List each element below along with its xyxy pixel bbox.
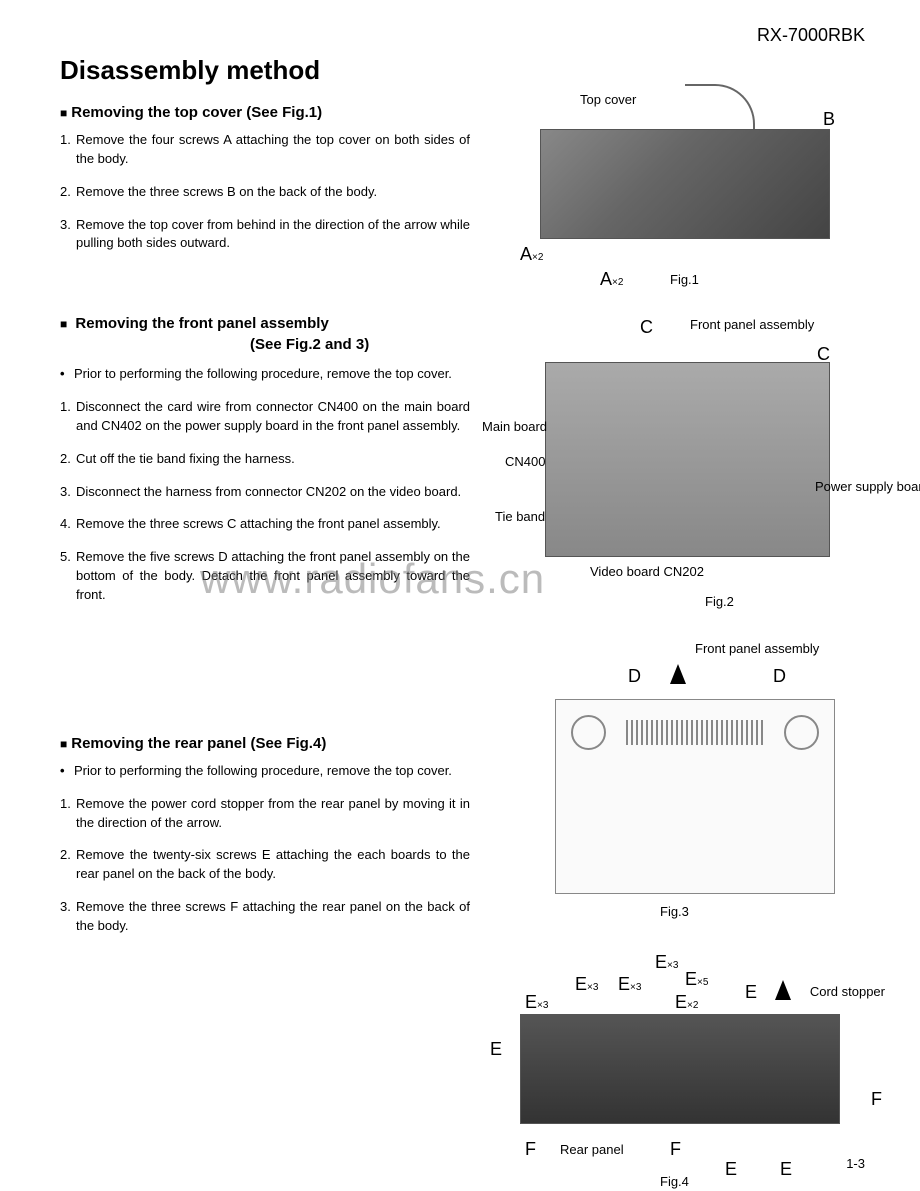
callout-front-panel-2: Front panel assembly — [690, 317, 814, 332]
callout-D2: D — [773, 666, 786, 687]
step: Remove the five screws D attaching the f… — [60, 548, 470, 605]
section-title-1: Removing the top cover (See Fig.1) — [60, 104, 470, 121]
callout-Ax2-1: A×2 — [520, 244, 543, 265]
callout-E-top: E — [745, 982, 757, 1003]
callout-cord-stopper: Cord stopper — [810, 984, 885, 999]
arrow-up-icon — [670, 664, 686, 684]
callout-F-right: F — [871, 1089, 882, 1110]
callout-D1: D — [628, 666, 641, 687]
note-2: Prior to performing the following proced… — [74, 365, 470, 384]
section-top-cover: Removing the top cover (See Fig.1) Remov… — [60, 104, 470, 253]
section-title-3: Removing the rear panel (See Fig.4) — [60, 735, 470, 752]
callout-Ex2: E×2 — [675, 992, 698, 1013]
section-title-2-main: Removing the front panel assembly — [75, 315, 328, 332]
fig1-label: Fig.1 — [670, 272, 699, 287]
page-title: Disassembly method — [60, 55, 870, 86]
fig2-label: Fig.2 — [705, 594, 734, 609]
callout-E-left: E — [490, 1039, 502, 1060]
steps-list-2: Disconnect the card wire from connector … — [60, 398, 470, 605]
step: Remove the top cover from behind in the … — [60, 216, 470, 254]
section-rear-panel: Removing the rear panel (See Fig.4) Prio… — [60, 735, 470, 936]
section-title-2-sub: (See Fig.2 and 3) — [60, 334, 369, 355]
arrow-up-icon-2 — [775, 980, 791, 1000]
callout-B: B — [823, 109, 835, 130]
figure-3-diagram — [555, 699, 835, 894]
steps-list-3: Remove the power cord stopper from the r… — [60, 795, 470, 936]
step: Cut off the tie band fixing the harness. — [60, 450, 470, 469]
callout-rear-panel: Rear panel — [560, 1142, 624, 1157]
callout-Ex3-top: E×3 — [655, 952, 678, 973]
figure-1-photo — [540, 129, 830, 239]
step: Remove the three screws C attaching the … — [60, 515, 470, 534]
callout-video-board: Video board CN202 — [590, 564, 680, 580]
section-title-2: Removing the front panel assembly (See F… — [60, 313, 470, 355]
callout-Ex3-c: E×3 — [525, 992, 548, 1013]
step: Remove the three screws B on the back of… — [60, 183, 470, 202]
callout-main-board: Main board — [482, 419, 547, 434]
callout-Ex3-a: E×3 — [575, 974, 598, 995]
lift-arrow-icon — [685, 84, 755, 134]
step: Disconnect the harness from connector CN… — [60, 483, 470, 502]
callout-Ax2-2: A×2 — [600, 269, 623, 290]
callout-tie-band: Tie band — [495, 509, 545, 524]
step: Remove the three screws F attaching the … — [60, 898, 470, 936]
callout-Ex5: E×5 — [685, 969, 708, 990]
callout-front-panel-3: Front panel assembly — [695, 641, 819, 656]
right-column: Top cover B A×2 A×2 Fig.1 C Front panel … — [490, 104, 860, 964]
figure-2-photo — [545, 362, 830, 557]
fig3-label: Fig.3 — [660, 904, 689, 919]
callout-F2: F — [670, 1139, 681, 1160]
callout-cn400: CN400 — [505, 454, 545, 469]
note-3: Prior to performing the following proced… — [74, 762, 470, 781]
steps-list-1: Remove the four screws A attaching the t… — [60, 131, 470, 253]
figure-4-photo — [520, 1014, 840, 1124]
step: Remove the twenty-six screws E attaching… — [60, 846, 470, 884]
model-number: RX-7000RBK — [757, 25, 865, 46]
page-number: 1-3 — [846, 1156, 865, 1171]
section-front-panel: Removing the front panel assembly (See F… — [60, 313, 470, 605]
callout-F1: F — [525, 1139, 536, 1160]
left-column: Removing the top cover (See Fig.1) Remov… — [60, 104, 470, 964]
fig4-label: Fig.4 — [660, 1174, 689, 1189]
callout-E-b2: E — [780, 1159, 792, 1180]
step: Disconnect the card wire from connector … — [60, 398, 470, 436]
step: Remove the four screws A attaching the t… — [60, 131, 470, 169]
callout-Ex3-b: E×3 — [618, 974, 641, 995]
content-area: Removing the top cover (See Fig.1) Remov… — [60, 104, 870, 964]
callout-power-supply: Power supply board CN402 — [815, 479, 905, 495]
callout-E-b1: E — [725, 1159, 737, 1180]
callout-C1: C — [640, 317, 653, 338]
step: Remove the power cord stopper from the r… — [60, 795, 470, 833]
callout-top-cover: Top cover — [580, 92, 636, 107]
